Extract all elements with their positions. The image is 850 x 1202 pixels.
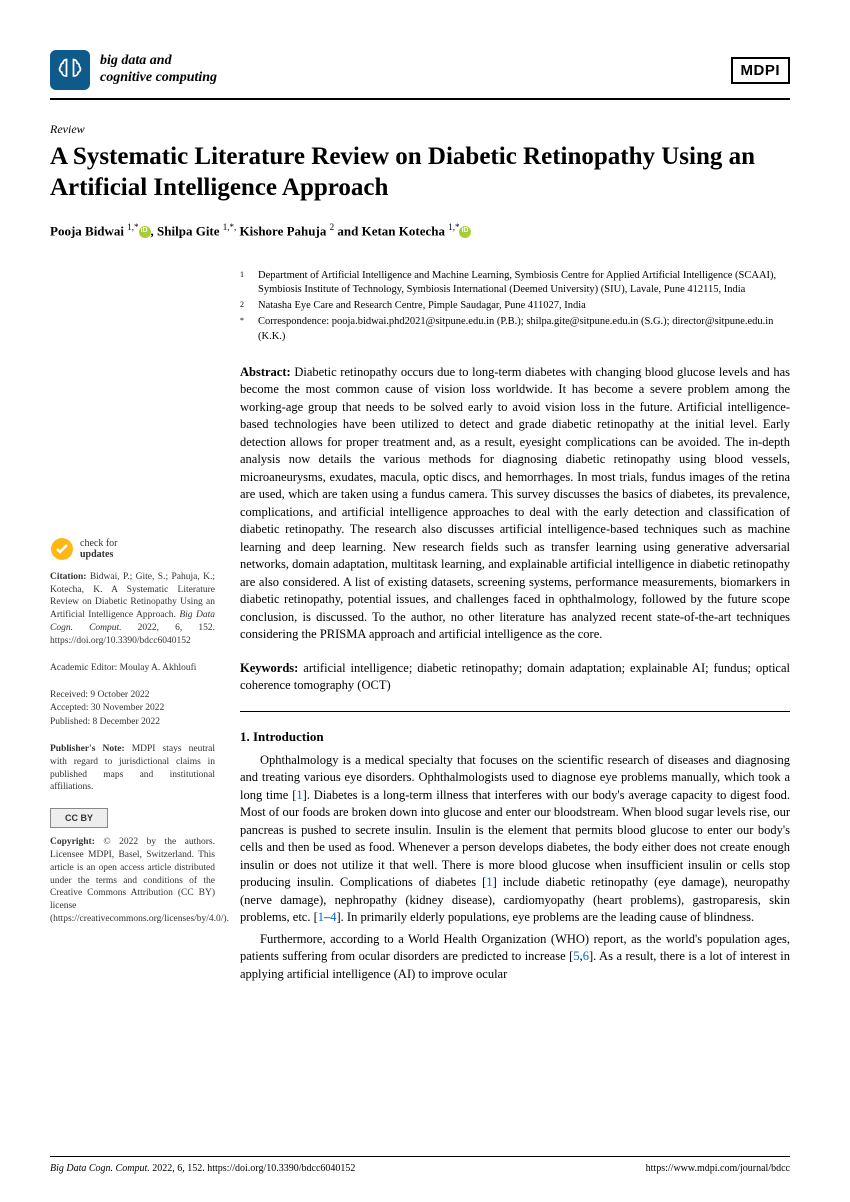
mdpi-logo: MDPI: [731, 57, 791, 84]
intro-paragraph-2: Furthermore, according to a World Health…: [240, 931, 790, 984]
orcid-icon: [459, 226, 471, 238]
article-title: A Systematic Literature Review on Diabet…: [50, 141, 790, 204]
page-footer: Big Data Cogn. Comput. 2022, 6, 152. htt…: [50, 1156, 790, 1174]
copyright-block: Copyright: © 2022 by the authors. Licens…: [50, 836, 215, 926]
check-updates-icon: [50, 537, 74, 561]
intro-paragraph-1: Ophthalmology is a medical specialty tha…: [240, 752, 790, 927]
sidebar: check forupdates Citation: Bidwai, P.; G…: [50, 269, 215, 988]
journal-name: big data and cognitive computing: [100, 53, 217, 87]
keywords: Keywords: artificial intelligence; diabe…: [240, 660, 790, 712]
journal-brand: big data and cognitive computing: [50, 50, 217, 90]
editor-block: Academic Editor: Moulay A. Akhloufi: [50, 662, 215, 675]
affiliations: 1Department of Artificial Intelligence a…: [240, 269, 790, 344]
journal-brain-icon: [50, 50, 90, 90]
dates-block: Received: 9 October 2022 Accepted: 30 No…: [50, 689, 215, 729]
abstract: Abstract: Diabetic retinopathy occurs du…: [240, 364, 790, 644]
check-updates-badge[interactable]: check forupdates: [50, 537, 215, 561]
page-header: big data and cognitive computing MDPI: [50, 50, 790, 100]
section-heading-intro: 1. Introduction: [240, 728, 790, 746]
cc-by-icon: CC BY: [50, 808, 108, 828]
citation-block: Citation: Bidwai, P.; Gite, S.; Pahuja, …: [50, 571, 215, 648]
main-content: 1Department of Artificial Intelligence a…: [240, 269, 790, 988]
orcid-icon: [139, 226, 151, 238]
author-list: Pooja Bidwai 1,*, Shilpa Gite 1,*, Kisho…: [50, 222, 790, 239]
article-type: Review: [50, 122, 790, 137]
publisher-note: Publisher's Note: MDPI stays neutral wit…: [50, 743, 215, 794]
